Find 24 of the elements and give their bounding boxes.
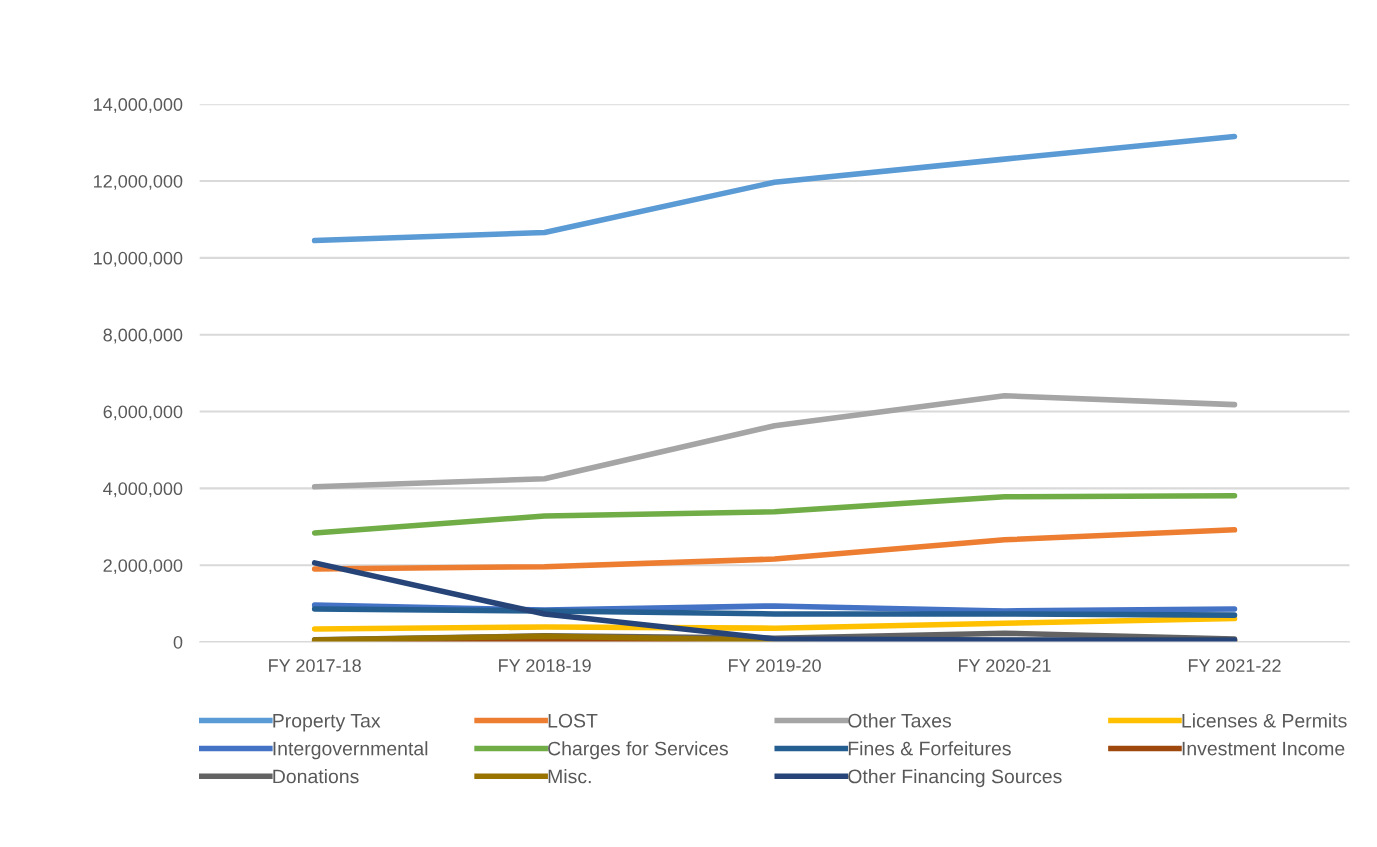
legend-label: Fines & Forfeitures bbox=[848, 741, 1011, 756]
legend-label: Investment Income bbox=[1182, 741, 1345, 756]
y-tick-label: 6,000,000 bbox=[103, 405, 183, 421]
legend-label: Other Financing Sources bbox=[848, 769, 1062, 788]
legend-label: Property Tax bbox=[273, 714, 381, 732]
x-tick-label: FY 2019-20 bbox=[729, 659, 821, 672]
y-tick-label: 8,000,000 bbox=[103, 328, 183, 344]
y-tick-label: 2,000,000 bbox=[103, 559, 183, 575]
legend-label: Licenses & Permits bbox=[1182, 713, 1347, 728]
legend-label: Intergovernmental bbox=[273, 741, 428, 760]
y-tick-label: 14,000,000 bbox=[94, 98, 183, 114]
legend-label: Charges for Services bbox=[548, 741, 728, 760]
y-tick-label: 12,000,000 bbox=[94, 174, 183, 190]
legend-label: LOST bbox=[548, 713, 598, 728]
y-tick-label: 4,000,000 bbox=[103, 482, 183, 498]
x-tick-label: FY 2020-21 bbox=[958, 659, 1051, 672]
legend-label: Donations bbox=[273, 769, 359, 784]
x-tick-label: FY 2018-19 bbox=[499, 659, 591, 672]
y-tick-label: 0 bbox=[173, 635, 183, 649]
x-tick-label: FY 2017-18 bbox=[269, 659, 361, 672]
y-tick-label: 10,000,000 bbox=[94, 251, 183, 267]
legend-label: Misc. bbox=[548, 769, 591, 784]
legend-label: Other Taxes bbox=[848, 713, 952, 728]
x-tick-label: FY 2021-22 bbox=[1188, 659, 1281, 672]
